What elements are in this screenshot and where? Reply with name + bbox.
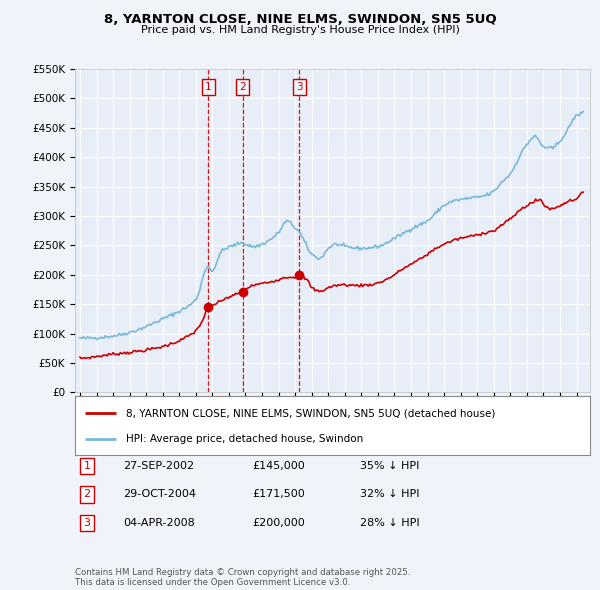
Text: HPI: Average price, detached house, Swindon: HPI: Average price, detached house, Swin… <box>127 434 364 444</box>
Text: 1: 1 <box>205 81 211 91</box>
Text: 3: 3 <box>83 518 91 527</box>
Text: 28% ↓ HPI: 28% ↓ HPI <box>360 518 419 527</box>
Text: Contains HM Land Registry data © Crown copyright and database right 2025.
This d: Contains HM Land Registry data © Crown c… <box>75 568 410 587</box>
Text: 8, YARNTON CLOSE, NINE ELMS, SWINDON, SN5 5UQ: 8, YARNTON CLOSE, NINE ELMS, SWINDON, SN… <box>104 13 496 26</box>
Text: £171,500: £171,500 <box>252 490 305 499</box>
Text: Price paid vs. HM Land Registry's House Price Index (HPI): Price paid vs. HM Land Registry's House … <box>140 25 460 35</box>
Text: 2: 2 <box>239 81 246 91</box>
Text: 32% ↓ HPI: 32% ↓ HPI <box>360 490 419 499</box>
Text: £200,000: £200,000 <box>252 518 305 527</box>
Text: 29-OCT-2004: 29-OCT-2004 <box>123 490 196 499</box>
Text: 04-APR-2008: 04-APR-2008 <box>123 518 195 527</box>
Text: 35% ↓ HPI: 35% ↓ HPI <box>360 461 419 471</box>
Text: 3: 3 <box>296 81 303 91</box>
Text: £145,000: £145,000 <box>252 461 305 471</box>
Text: 2: 2 <box>83 490 91 499</box>
Text: 1: 1 <box>83 461 91 471</box>
Text: 27-SEP-2002: 27-SEP-2002 <box>123 461 194 471</box>
Text: 8, YARNTON CLOSE, NINE ELMS, SWINDON, SN5 5UQ (detached house): 8, YARNTON CLOSE, NINE ELMS, SWINDON, SN… <box>127 408 496 418</box>
